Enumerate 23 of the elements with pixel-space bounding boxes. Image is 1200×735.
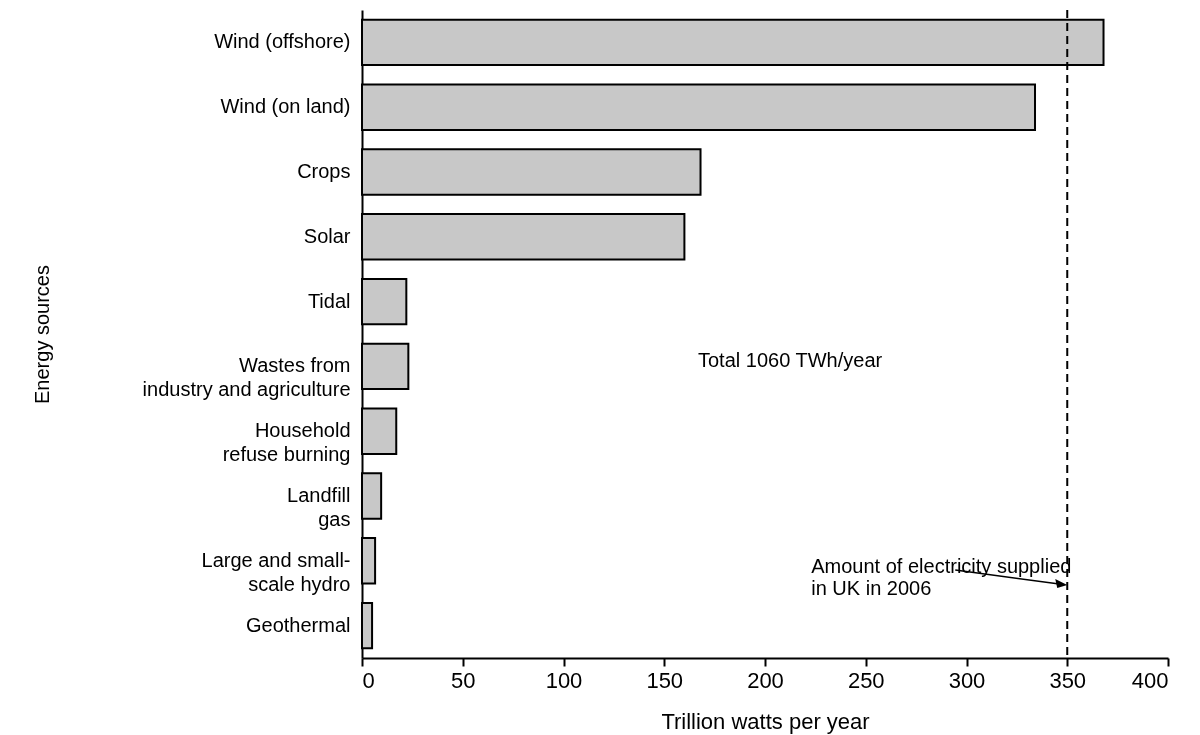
x-tick-label: 100	[545, 667, 583, 693]
y-tick-label: Geothermal	[246, 613, 351, 636]
x-tick-label: 350	[1049, 667, 1087, 693]
y-tick-label: Wastes from industry and agriculture	[142, 354, 351, 401]
ref-line-label: Amount of electricity supplied in UK in 2006	[811, 555, 1072, 599]
x-tick-label: 200	[747, 667, 784, 693]
y-tick-label: Wind (on land)	[220, 95, 351, 118]
x-tick-label: 0	[362, 667, 375, 693]
y-tick-label: Solar	[303, 224, 351, 247]
x-axis-title: Trillion watts per year	[661, 708, 870, 734]
annotation: Total 1060 TWh/year	[698, 349, 883, 371]
x-tick-label: 400	[1131, 667, 1169, 693]
x-tick-label: 50	[451, 667, 476, 693]
y-tick-label: Landfill gas	[287, 484, 351, 530]
y-tick-label: Tidal	[307, 289, 351, 312]
y-tick-label: Large and small- scale hydro	[201, 548, 351, 595]
x-tick-label: 250	[847, 667, 885, 693]
x-tick-label: 300	[948, 667, 986, 693]
y-tick-label: Household refuse burning	[222, 419, 351, 466]
y-tick-label: Crops	[297, 160, 351, 182]
y-tick-label: Wind (offshore)	[214, 30, 351, 53]
y-axis-title: Energy sources	[30, 265, 53, 404]
x-tick-label: 150	[646, 667, 684, 693]
